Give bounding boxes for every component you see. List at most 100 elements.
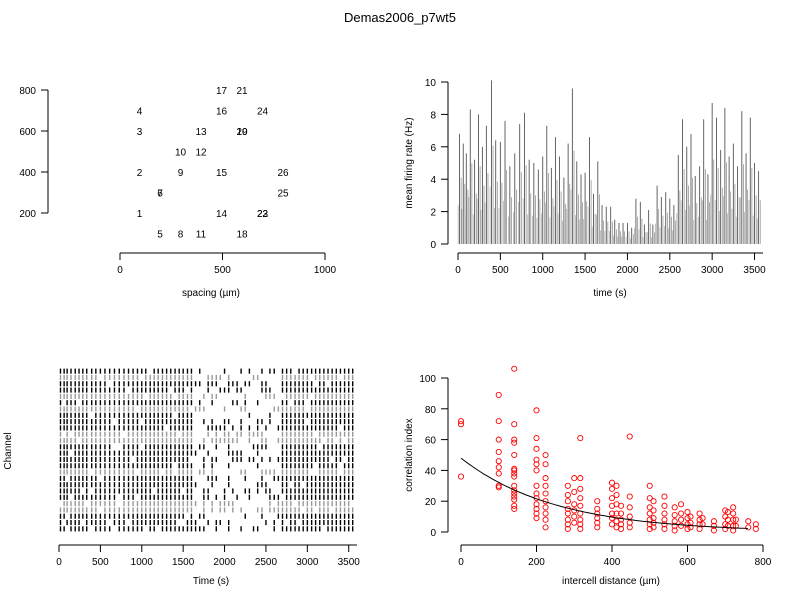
correlation-y-tick-label: 40	[425, 466, 437, 477]
correlation-point	[594, 505, 601, 512]
correlation-point	[661, 525, 668, 532]
correlation-point	[646, 525, 653, 532]
correlation-point	[564, 516, 571, 523]
correlation-point	[533, 407, 540, 414]
electrode-label: 14	[216, 209, 228, 220]
correlation-point	[678, 516, 685, 523]
raster-x-label: Time (s)	[193, 576, 229, 587]
correlation-point	[730, 504, 737, 511]
layout-y-ticks: 200 400 600 800	[19, 86, 48, 220]
electrode-label: 8	[178, 230, 184, 241]
correlation-point	[495, 436, 502, 443]
correlation-panel: 0 20 40 60 80 100 0 200 400 600 800 intercell dis…	[404, 365, 772, 587]
correlation-point	[511, 473, 518, 480]
raster-x-tick-label: 1500	[172, 557, 195, 568]
electrode-label: 22	[257, 209, 269, 220]
correlation-point	[732, 516, 739, 523]
correlation-x-tick-label: 0	[458, 557, 464, 568]
correlation-point	[671, 512, 678, 519]
correlation-point	[594, 515, 601, 522]
correlation-point	[495, 470, 502, 477]
correlation-y-tick-label: 0	[430, 528, 436, 539]
correlation-point	[618, 510, 625, 517]
correlation-point	[511, 502, 518, 509]
electrode-label: 2	[137, 168, 143, 179]
correlation-point	[564, 491, 571, 499]
correlation-point	[542, 475, 549, 482]
correlation-point	[626, 513, 633, 520]
correlation-point	[577, 525, 584, 532]
correlation-point	[577, 435, 584, 442]
correlation-point	[542, 504, 549, 511]
raster-y-label: Channel	[3, 432, 14, 469]
correlation-point	[613, 510, 620, 517]
correlation-point	[533, 461, 540, 468]
correlation-point	[594, 524, 601, 531]
electrode-label: 9	[178, 168, 184, 179]
correlation-point	[577, 485, 584, 492]
electrode-label: 3	[137, 127, 143, 138]
firing-rate-x-tick-label: 500	[492, 265, 509, 276]
correlation-point	[710, 518, 717, 525]
layout-x-tick-label: 1000	[314, 265, 337, 276]
correlation-point	[577, 521, 584, 528]
correlation-point	[650, 507, 657, 514]
correlation-point	[661, 493, 668, 500]
correlation-point	[678, 522, 685, 529]
firing-rate-y-tick-label: 10	[425, 78, 437, 89]
correlation-point	[646, 482, 653, 489]
correlation-x-tick-label: 400	[604, 557, 621, 568]
correlation-point	[618, 525, 625, 532]
correlation-point	[511, 421, 518, 428]
electrode-label: 25	[277, 189, 289, 200]
electrode-label: 17	[216, 86, 228, 97]
correlation-point	[564, 498, 571, 505]
correlation-point	[608, 479, 616, 486]
firing-rate-y-tick-label: 0	[430, 240, 436, 251]
correlation-point	[495, 484, 502, 491]
correlation-points	[457, 365, 759, 534]
correlation-point	[533, 445, 540, 452]
correlation-point	[542, 510, 549, 517]
correlation-point	[542, 524, 549, 531]
raster-x-ticks: 0 500 1000 1500 2000 2500 3000 3500	[56, 545, 360, 568]
correlation-point	[511, 436, 518, 443]
layout-x-label: spacing (µm)	[182, 288, 240, 299]
figure-title: Demas2006_p7wt5	[344, 10, 456, 25]
correlation-point	[696, 521, 703, 528]
correlation-point	[457, 421, 465, 428]
electrode-label: 4	[137, 107, 143, 118]
correlation-point	[542, 461, 549, 468]
firing-rate-x-tick-label: 2500	[659, 265, 682, 276]
correlation-point	[511, 496, 518, 503]
correlation-point	[752, 521, 759, 528]
correlation-point	[511, 493, 518, 500]
correlation-point	[608, 485, 616, 492]
correlation-point	[626, 433, 633, 440]
correlation-point	[564, 525, 571, 532]
correlation-point	[495, 391, 502, 398]
correlation-point	[730, 516, 737, 523]
correlation-point	[650, 515, 657, 522]
correlation-point	[564, 482, 571, 489]
correlation-point	[594, 498, 601, 505]
layout-x-ticks: 0 500 1000	[117, 253, 337, 276]
electrode-label: 20	[236, 127, 248, 138]
correlation-point	[613, 482, 620, 489]
correlation-point	[511, 490, 518, 497]
layout-y-tick-label: 200	[19, 209, 36, 220]
correlation-point	[650, 498, 657, 505]
firing-rate-y-tick-label: 4	[430, 175, 436, 186]
correlation-point	[626, 524, 633, 531]
correlation-point	[661, 516, 668, 523]
firing-rate-x-label: time (s)	[593, 288, 626, 299]
electrode-label: 5	[157, 230, 163, 241]
correlation-point	[687, 513, 694, 520]
correlation-point	[684, 508, 691, 516]
correlation-point	[511, 365, 518, 372]
correlation-point	[626, 504, 633, 511]
correlation-point	[646, 504, 653, 511]
raster-x-tick-label: 500	[92, 557, 109, 568]
correlation-x-tick-label: 600	[679, 557, 696, 568]
firing-rate-y-label: mean firing rate (Hz)	[404, 117, 415, 208]
